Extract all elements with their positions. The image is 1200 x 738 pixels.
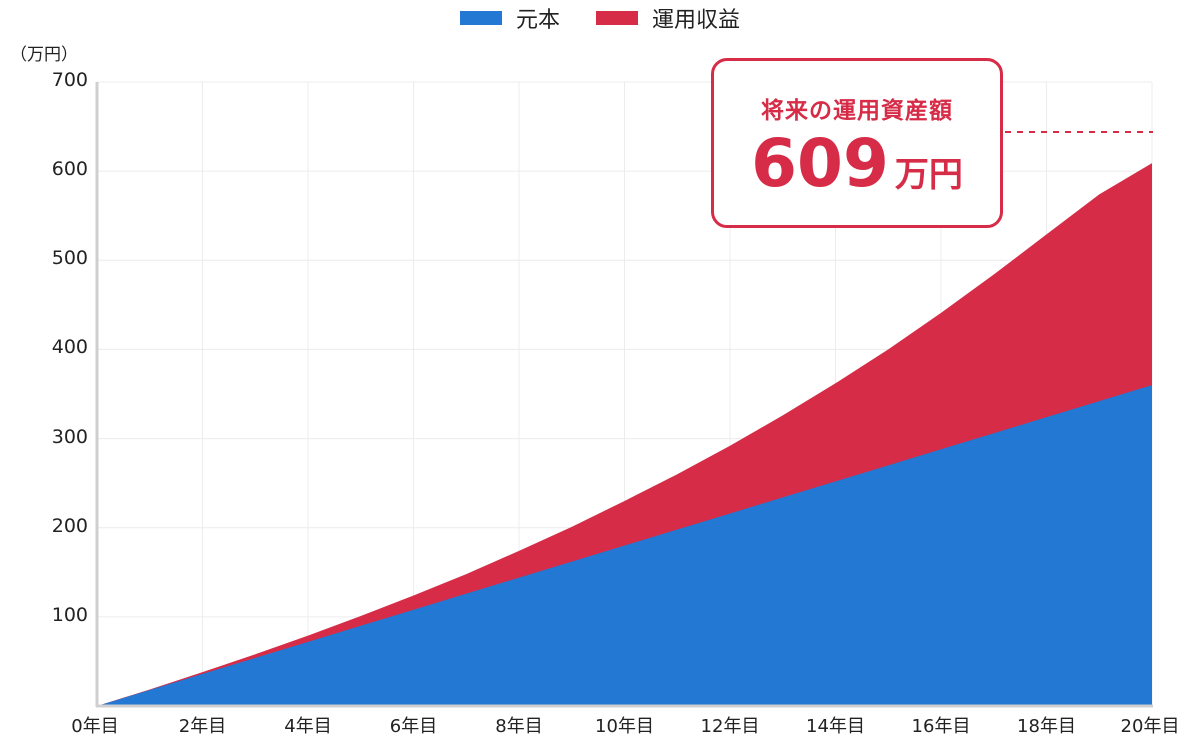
principal-area (97, 385, 1152, 706)
callout-value: 609 万円 (714, 129, 1000, 199)
x-tick-label: 4年目 (284, 716, 332, 737)
x-tick-label: 12年目 (700, 716, 760, 737)
y-tick-label: 300 (51, 425, 88, 448)
x-tick-label: 10年目 (595, 716, 654, 737)
x-tick-label: 0年目 (71, 716, 119, 737)
x-tick-label: 6年目 (389, 716, 438, 737)
y-tick-label: 400 (51, 336, 88, 359)
y-tick-label: 200 (51, 514, 88, 537)
x-tick-label: 20年目 (1120, 716, 1180, 737)
legend: 元本 運用収益 (0, 2, 1200, 34)
x-tick-label: 16年目 (911, 716, 971, 737)
legend-label-principal: 元本 (515, 8, 560, 33)
callout-amount: 609 (751, 125, 889, 202)
x-tick-label: 8年目 (495, 716, 543, 737)
x-tick-label: 2年目 (178, 716, 227, 737)
legend-item-principal[interactable]: 元本 (459, 2, 560, 34)
x-tick-label: 14年目 (806, 716, 865, 737)
callout-title: 将来の運用資産額 (761, 98, 953, 124)
future-asset-callout: 将来の運用資産額 609 万円 (711, 58, 1003, 228)
callout-unit: 万円 (894, 155, 963, 195)
legend-item-returns[interactable]: 運用収益 (596, 2, 740, 34)
returns-swatch (596, 11, 638, 25)
y-tick-label: 700 (51, 69, 88, 91)
y-tick-label: 100 (51, 603, 88, 626)
x-tick-label: 18年目 (1017, 716, 1076, 737)
y-tick-label: 500 (51, 247, 88, 270)
y-axis-unit: （万円） (10, 45, 78, 65)
principal-swatch (459, 11, 502, 25)
legend-label-returns: 運用収益 (652, 8, 741, 33)
y-tick-label: 600 (51, 158, 88, 181)
